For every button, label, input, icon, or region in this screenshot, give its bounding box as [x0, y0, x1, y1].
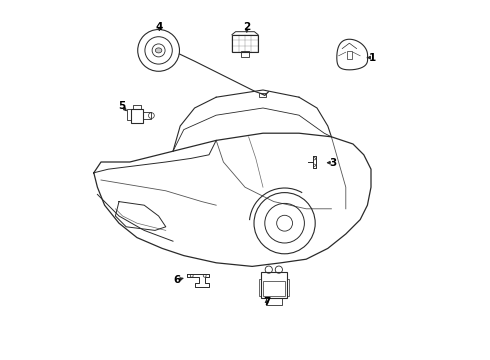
- Text: 4: 4: [156, 22, 163, 32]
- Text: 5: 5: [118, 101, 125, 111]
- Text: 2: 2: [243, 22, 250, 32]
- Bar: [144, 112, 151, 119]
- Bar: [130, 109, 144, 123]
- Bar: [127, 109, 131, 120]
- Bar: [259, 93, 266, 97]
- Bar: [232, 35, 258, 52]
- Text: 3: 3: [330, 158, 337, 168]
- Bar: [241, 51, 249, 57]
- Text: 6: 6: [173, 275, 180, 285]
- Bar: [263, 281, 285, 296]
- Bar: [346, 51, 352, 59]
- Bar: [287, 279, 289, 296]
- Text: 7: 7: [263, 297, 270, 307]
- Bar: [261, 272, 287, 298]
- Text: 1: 1: [369, 53, 376, 63]
- Ellipse shape: [155, 48, 162, 53]
- Bar: [266, 298, 282, 305]
- Bar: [259, 279, 261, 296]
